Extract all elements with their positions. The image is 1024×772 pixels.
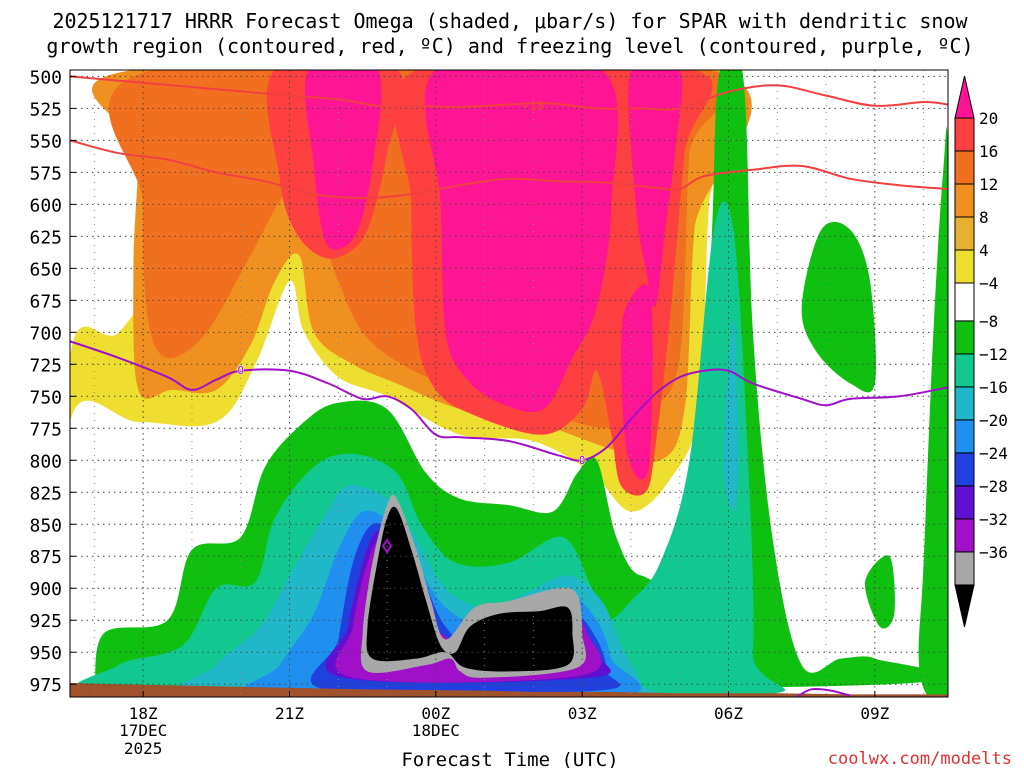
x-tick-label: 00Z	[421, 704, 450, 723]
colorbar-label: −32	[979, 510, 1008, 529]
colorbar-label: −12	[979, 345, 1008, 364]
omega-region-6-1	[728, 638, 748, 697]
y-tick-label: 825	[29, 483, 62, 504]
y-tick-label: 925	[29, 611, 62, 632]
x-tick-sublabel: 17DEC	[119, 721, 167, 740]
y-tick-label: 800	[29, 451, 62, 472]
colorbar-label: −36	[979, 543, 1008, 562]
y-tick-label: 850	[29, 515, 62, 536]
omega-region-5-3	[918, 127, 948, 697]
colorbar-swatch	[954, 419, 975, 454]
y-tick-label: 525	[29, 99, 62, 120]
colorbar-top-arrow	[954, 75, 975, 119]
colorbar-swatch	[954, 216, 975, 251]
colorbar-swatch	[954, 117, 975, 152]
colorbar-label: −20	[979, 411, 1008, 430]
y-tick-label: 500	[29, 67, 62, 88]
y-tick-label: 875	[29, 547, 62, 568]
colorbar-label: 8	[979, 208, 989, 227]
x-tick-label: 06Z	[714, 704, 743, 723]
y-tick-label: 750	[29, 387, 62, 408]
plot-area: -18 0 0	[70, 70, 948, 697]
x-tick-label: 09Z	[860, 704, 889, 723]
colorbar-swatch	[954, 320, 975, 355]
y-tick-label: 550	[29, 131, 62, 152]
omega-region-4-2	[628, 70, 683, 308]
colorbar-bottom-arrow	[954, 584, 975, 628]
omega-region-5-2	[864, 555, 895, 629]
x-tick-sublabel: 2025	[124, 739, 163, 758]
colorbar-swatch	[954, 551, 975, 586]
colorbar-swatch	[954, 485, 975, 520]
axes: 500 525 550 575 600 625 650 675 700 725 750 775 800 8…	[29, 67, 949, 758]
colorbar-swatch	[954, 249, 975, 284]
colorbar-label: −16	[979, 378, 1008, 397]
freezing-contour-0	[70, 340, 948, 462]
y-tick-label: 900	[29, 579, 62, 600]
colorbar-label: 16	[979, 142, 998, 161]
colorbar-label: −28	[979, 477, 1008, 496]
x-axis-label: Forecast Time (UTC)	[401, 749, 618, 768]
colorbar-label: 12	[979, 175, 998, 194]
red-contour-0	[70, 75, 948, 111]
colorbar-swatch	[954, 452, 975, 487]
omega-region-7-1	[723, 319, 739, 512]
red-contour-label: -18	[523, 99, 545, 113]
colorbar-label: −24	[979, 444, 1008, 463]
red-contour-1	[70, 139, 948, 200]
colorbar-swatch	[954, 353, 975, 388]
colorbar-swatch	[954, 282, 975, 322]
x-tick-label: 21Z	[275, 704, 304, 723]
colorbar-label: −4	[979, 274, 998, 293]
freezing-contour-2	[796, 687, 851, 697]
y-tick-label: 625	[29, 227, 62, 248]
colorbar-swatch	[954, 518, 975, 553]
chart-title-line1: 2025121717 HRRR Forecast Omega (shaded, …	[52, 9, 968, 33]
credit-text: coolwx.com/modelts	[828, 749, 1012, 768]
omega-region-4-3	[621, 284, 653, 480]
y-tick-label: 975	[29, 675, 62, 696]
colorbar: 20 16 12 8 4 −4 −8 −12 −16 −20 −24 −28 −32 −36	[954, 75, 1008, 628]
x-tick-label: 03Z	[568, 704, 597, 723]
omega-region-5-1	[801, 221, 877, 393]
freezing-contour-label: 0	[237, 364, 244, 378]
colorbar-label: 20	[979, 109, 998, 128]
freezing-blob	[381, 538, 393, 554]
y-tick-label: 725	[29, 355, 62, 376]
y-tick-label: 700	[29, 323, 62, 344]
omega-region-13-0	[366, 506, 574, 672]
y-tick-label: 950	[29, 643, 62, 664]
y-tick-label: 675	[29, 291, 62, 312]
plot-clip-group: -18 0 0	[70, 70, 948, 697]
y-tick-label: 775	[29, 419, 62, 440]
colorbar-swatch	[954, 150, 975, 185]
freezing-contour-label: 0	[579, 453, 586, 467]
y-tick-label: 575	[29, 163, 62, 184]
omega-region-4-1	[424, 70, 618, 413]
chart-title-line2: growth region (contoured, red, ºC) and f…	[46, 34, 973, 58]
x-tick-sublabel: 18DEC	[412, 721, 460, 740]
y-tick-label: 600	[29, 195, 62, 216]
colorbar-swatch	[954, 386, 975, 421]
y-tick-label: 650	[29, 259, 62, 280]
x-tick-label: 18Z	[129, 704, 158, 723]
plot-frame	[69, 69, 949, 698]
colorbar-swatch	[954, 183, 975, 218]
colorbar-label: 4	[979, 241, 989, 260]
colorbar-label: −8	[979, 312, 998, 331]
